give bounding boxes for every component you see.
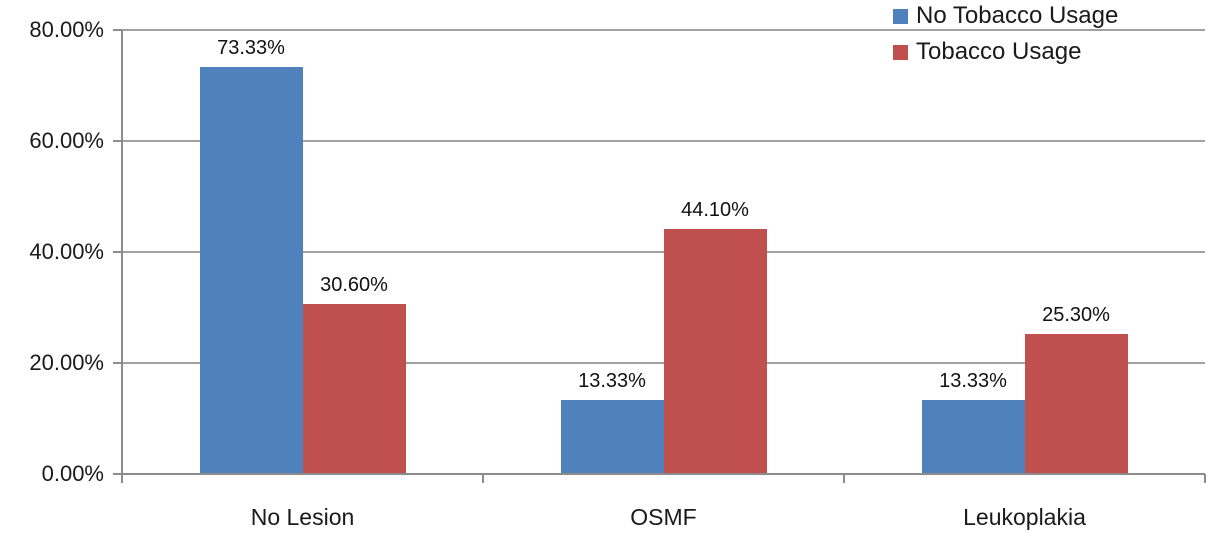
y-axis-line bbox=[121, 30, 123, 483]
legend-item: Tobacco Usage bbox=[893, 37, 1118, 67]
y-tick-mark bbox=[113, 362, 122, 364]
data-label: 73.33% bbox=[217, 37, 285, 59]
x-tick-mark bbox=[1204, 474, 1206, 483]
bar-tobacco-usage-leukoplakia bbox=[1024, 334, 1128, 474]
x-tick-mark bbox=[843, 474, 845, 483]
y-tick-mark bbox=[113, 251, 122, 253]
y-tick-mark bbox=[113, 140, 122, 142]
bar-no-tobacco-usage-no-lesion bbox=[199, 67, 303, 474]
legend-swatch-icon bbox=[893, 8, 908, 24]
data-label: 30.60% bbox=[320, 274, 388, 296]
y-tick-label: 40.00% bbox=[29, 239, 104, 264]
data-label: 25.30% bbox=[1042, 304, 1110, 326]
data-label: 13.33% bbox=[578, 370, 646, 392]
bar-tobacco-usage-osmf bbox=[663, 229, 767, 474]
category-label-osmf: OSMF bbox=[630, 504, 697, 530]
plot-area bbox=[122, 29, 1205, 474]
data-label: 44.10% bbox=[681, 199, 749, 221]
legend: No Tobacco Usage Tobacco Usage bbox=[893, 1, 1118, 73]
category-label-no-lesion: No Lesion bbox=[250, 504, 355, 530]
x-axis-line bbox=[122, 473, 1205, 475]
bar-no-tobacco-usage-leukoplakia bbox=[921, 400, 1025, 474]
y-tick-label: 80.00% bbox=[29, 17, 104, 42]
y-tick-label: 0.00% bbox=[41, 461, 104, 486]
gridline-80 bbox=[122, 29, 1205, 31]
category-label-leukoplakia: Leukoplakia bbox=[963, 504, 1086, 530]
bar-no-tobacco-usage-osmf bbox=[560, 400, 664, 474]
y-tick-mark bbox=[113, 473, 122, 475]
legend-item: No Tobacco Usage bbox=[893, 1, 1118, 31]
bar-tobacco-usage-no-lesion bbox=[302, 304, 406, 474]
y-tick-label: 20.00% bbox=[29, 350, 104, 375]
y-tick-mark bbox=[113, 29, 122, 31]
legend-label: Tobacco Usage bbox=[916, 38, 1082, 65]
y-tick-label: 60.00% bbox=[29, 128, 104, 153]
x-tick-mark bbox=[482, 474, 484, 483]
gridline-60 bbox=[122, 140, 1205, 142]
legend-swatch-icon bbox=[893, 44, 908, 60]
data-label: 13.33% bbox=[939, 370, 1007, 392]
legend-label: No Tobacco Usage bbox=[916, 2, 1119, 29]
